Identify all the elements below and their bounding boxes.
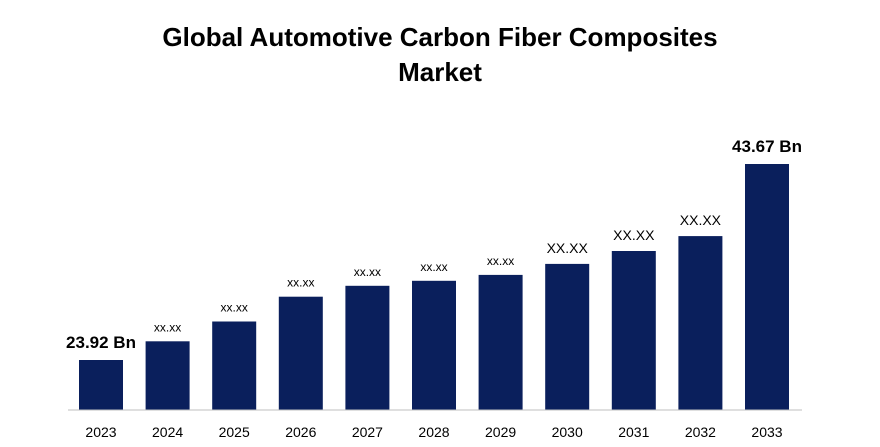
chart-title-line-2: Market <box>398 57 482 87</box>
x-tick-label-2023: 2023 <box>85 424 116 440</box>
data-labels-group: 23.92 Bn xx.xx xx.xx xx.xx xx.xx xx.xx xx.xx XX… <box>66 137 802 352</box>
x-tick-label-2024: 2024 <box>152 424 183 440</box>
x-tick-label-2030: 2030 <box>552 424 583 440</box>
data-label-2023: 23.92 Bn <box>66 333 136 352</box>
x-tick-label-2029: 2029 <box>485 424 516 440</box>
x-tick-label-2028: 2028 <box>418 424 449 440</box>
bar-2027 <box>345 285 390 410</box>
bar-2030 <box>545 263 590 410</box>
bar-2033 <box>745 164 789 410</box>
data-label-2026: xx.xx <box>287 276 314 290</box>
data-label-2029: xx.xx <box>487 254 514 268</box>
bar-2024 <box>145 341 190 410</box>
data-label-2027: xx.xx <box>354 265 381 279</box>
x-tick-label-2025: 2025 <box>219 424 250 440</box>
chart-title: Global Automotive Carbon Fiber Composite… <box>0 20 880 90</box>
x-tick-label-2032: 2032 <box>685 424 716 440</box>
data-label-2024: xx.xx <box>154 320 181 334</box>
x-tick-label-2031: 2031 <box>618 424 649 440</box>
x-tick-label-2027: 2027 <box>352 424 383 440</box>
data-label-2031: XX.XX <box>613 227 655 243</box>
data-label-2028: xx.xx <box>420 260 447 274</box>
data-label-2025: xx.xx <box>221 301 248 315</box>
data-label-2030: XX.XX <box>547 240 589 256</box>
chart-title-line-1: Global Automotive Carbon Fiber Composite… <box>162 22 718 52</box>
data-label-2032: XX.XX <box>680 212 722 228</box>
bar-2023 <box>79 360 123 410</box>
x-tick-label-2026: 2026 <box>285 424 316 440</box>
bar-2026 <box>278 296 323 410</box>
bars-group <box>79 164 789 410</box>
x-tick-label-2033: 2033 <box>751 424 782 440</box>
data-label-2033: 43.67 Bn <box>732 137 802 156</box>
bar-2028 <box>412 280 456 410</box>
bar-2025 <box>212 321 257 410</box>
bar-2031 <box>611 251 656 410</box>
x-tick-labels-group: 2023 2024 2025 2026 2027 2028 2029 2030 2031 2032… <box>85 424 782 440</box>
bar-2029 <box>478 274 523 410</box>
bar-2032 <box>678 236 723 410</box>
